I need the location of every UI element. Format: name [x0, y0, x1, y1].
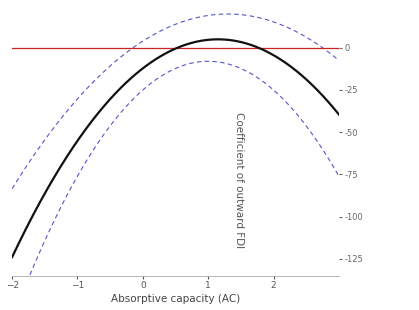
X-axis label: Absorptive capacity (AC): Absorptive capacity (AC) [111, 294, 240, 304]
Text: Coefficient of outward FDI: Coefficient of outward FDI [234, 112, 244, 248]
